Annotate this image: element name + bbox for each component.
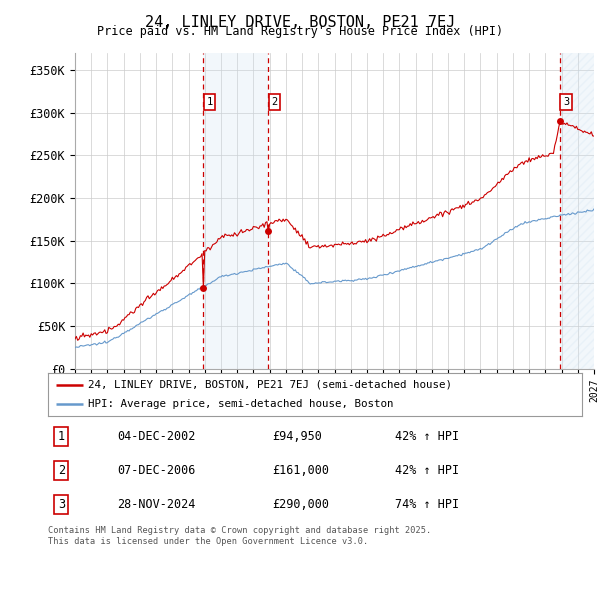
Text: 2: 2 [271,97,278,107]
Text: 24, LINLEY DRIVE, BOSTON, PE21 7EJ (semi-detached house): 24, LINLEY DRIVE, BOSTON, PE21 7EJ (semi… [88,380,452,390]
Bar [560,53,594,369]
Text: 28-NOV-2024: 28-NOV-2024 [118,498,196,511]
Text: 1: 1 [206,97,212,107]
Text: 07-DEC-2006: 07-DEC-2006 [118,464,196,477]
Text: £94,950: £94,950 [272,430,322,443]
Bar [203,53,268,369]
Text: 42% ↑ HPI: 42% ↑ HPI [395,464,459,477]
Text: £161,000: £161,000 [272,464,329,477]
Text: 2: 2 [58,464,65,477]
Text: 42% ↑ HPI: 42% ↑ HPI [395,430,459,443]
Text: £290,000: £290,000 [272,498,329,511]
Text: 04-DEC-2002: 04-DEC-2002 [118,430,196,443]
Text: 3: 3 [563,97,569,107]
Text: 24, LINLEY DRIVE, BOSTON, PE21 7EJ: 24, LINLEY DRIVE, BOSTON, PE21 7EJ [145,15,455,30]
Text: 3: 3 [58,498,65,511]
Text: Price paid vs. HM Land Registry's House Price Index (HPI): Price paid vs. HM Land Registry's House … [97,25,503,38]
Text: 74% ↑ HPI: 74% ↑ HPI [395,498,459,511]
Text: Contains HM Land Registry data © Crown copyright and database right 2025.
This d: Contains HM Land Registry data © Crown c… [48,526,431,546]
Text: 1: 1 [58,430,65,443]
Text: HPI: Average price, semi-detached house, Boston: HPI: Average price, semi-detached house,… [88,399,394,409]
